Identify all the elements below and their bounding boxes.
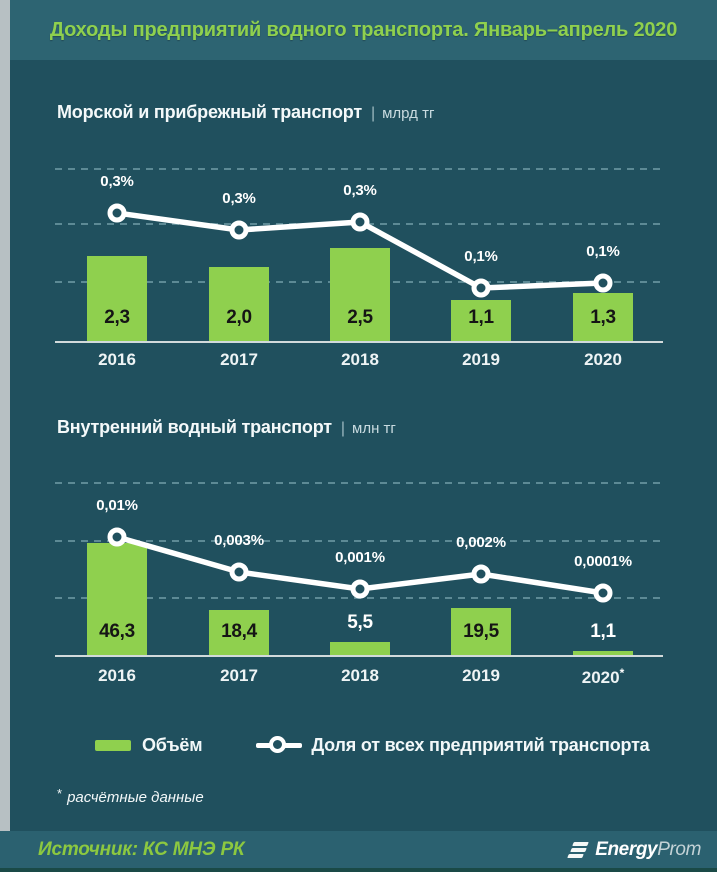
chart2-subtitle: Внутренний водный транспорт | млн тг <box>57 417 396 438</box>
year-label-2016: 2016 <box>98 666 136 685</box>
bar-2019 <box>451 300 511 341</box>
subtitle-separator: | <box>340 420 346 437</box>
energyprom-logo: Energy Prom <box>567 838 701 861</box>
footnote-text: расчётные данные <box>67 789 204 806</box>
year-label-2016: 2016 <box>98 350 136 369</box>
legend-volume-label: Объём <box>142 734 203 755</box>
chart1-title: Морской и прибрежный транспорт <box>57 102 362 122</box>
bar-value-label: 46,3 <box>99 621 135 642</box>
share-line-series <box>107 203 613 298</box>
subtitle-separator: | <box>370 105 376 122</box>
share-line-series <box>107 527 613 603</box>
bar-2017 <box>209 267 269 341</box>
bar-value-label: 5,5 <box>347 612 373 633</box>
year-label-2020: 2020 <box>584 350 622 369</box>
chart1-unit: млрд тг <box>382 105 435 122</box>
line-marker-2018 <box>350 579 370 599</box>
share-value-label: 0,3% <box>343 182 377 199</box>
share-value-label: 0,1% <box>586 243 620 260</box>
logo-text-energy: Energy <box>595 838 658 860</box>
bar-2020 <box>573 293 633 341</box>
bottom-border-strip <box>0 868 717 872</box>
footnote-asterisk: * <box>57 786 63 801</box>
source-label: Источник: КС МНЭ РК <box>38 838 245 860</box>
logo-text-prom: Prom <box>657 838 701 860</box>
line-marker-2017 <box>229 220 249 240</box>
line-marker-2019 <box>471 278 491 298</box>
year-label-2018: 2018 <box>341 666 379 685</box>
year-label-2017: 2017 <box>220 666 258 685</box>
legend-bar-swatch <box>95 739 131 751</box>
bar-value-label: 2,5 <box>347 307 373 328</box>
chart2-title: Внутренний водный транспорт <box>57 417 332 437</box>
year-label-2017: 2017 <box>220 350 258 369</box>
year-label-2018: 2018 <box>341 350 379 369</box>
legend-line-marker-icon <box>256 736 303 754</box>
left-margin-strip <box>0 0 10 831</box>
bar-2016 <box>87 256 147 341</box>
estimated-data-asterisk: * <box>619 666 625 680</box>
bar-2020* <box>573 651 633 655</box>
share-value-label: 0,002% <box>456 534 506 551</box>
footnote: * расчётные данные <box>57 786 204 806</box>
bar-2016 <box>87 543 147 655</box>
bar-2019 <box>451 608 511 655</box>
share-value-label: 0,3% <box>100 173 134 190</box>
bar-value-label: 1,1 <box>468 307 494 328</box>
bar-value-label: 1,3 <box>590 307 616 328</box>
legend-share-label: Доля от всех предприятий транспорта <box>311 734 650 755</box>
footer-band: Источник: КС МНЭ РК Energy Prom <box>0 831 717 868</box>
share-value-label: 0,01% <box>96 497 138 514</box>
share-value-label: 0,1% <box>464 248 498 265</box>
bar-value-label: 19,5 <box>463 621 499 642</box>
bar-value-label: 2,3 <box>104 307 130 328</box>
bar-2018 <box>330 248 390 341</box>
line-marker-2016 <box>107 527 127 547</box>
share-value-label: 0,001% <box>335 549 385 566</box>
chart1-subtitle: Морской и прибрежный транспорт | млрд тг <box>57 102 434 123</box>
legend: Объём Доля от всех предприятий транспорт… <box>95 733 650 757</box>
bar-2017 <box>209 610 269 655</box>
energyprom-logo-icon <box>567 841 589 858</box>
line-marker-2016 <box>107 203 127 223</box>
year-label-2019: 2019 <box>462 666 500 685</box>
line-marker-2017 <box>229 562 249 582</box>
line-marker-2018 <box>350 212 370 232</box>
bar-value-label: 18,4 <box>221 621 257 642</box>
year-label-2020*: 2020* <box>581 666 625 687</box>
share-value-label: 0,0001% <box>574 553 632 570</box>
header-band: Доходы предприятий водного транспорта. Я… <box>10 0 717 60</box>
line-marker-2020* <box>593 583 613 603</box>
line-marker-2019 <box>471 564 491 584</box>
share-value-label: 0,003% <box>214 532 264 549</box>
chart2-plot-area: 46,3 18,4 5,5 19,5 1,1 0,01% 0,003% 0,001% 0,002… <box>55 465 663 687</box>
chart1-plot-area: 2,3 2,0 2,5 1,1 1,3 0,3% 0,3% 0,3% 0,1% 0,1% 2016 2… <box>55 150 663 369</box>
bar-value-label: 1,1 <box>590 621 616 642</box>
share-value-label: 0,3% <box>222 190 256 207</box>
chart2-unit: млн тг <box>352 420 396 437</box>
line-marker-2020 <box>593 273 613 293</box>
page-title: Доходы предприятий водного транспорта. Я… <box>49 18 678 41</box>
year-label-2019: 2019 <box>462 350 500 369</box>
bar-value-label: 2,0 <box>226 307 252 328</box>
bar-2018 <box>330 642 390 655</box>
